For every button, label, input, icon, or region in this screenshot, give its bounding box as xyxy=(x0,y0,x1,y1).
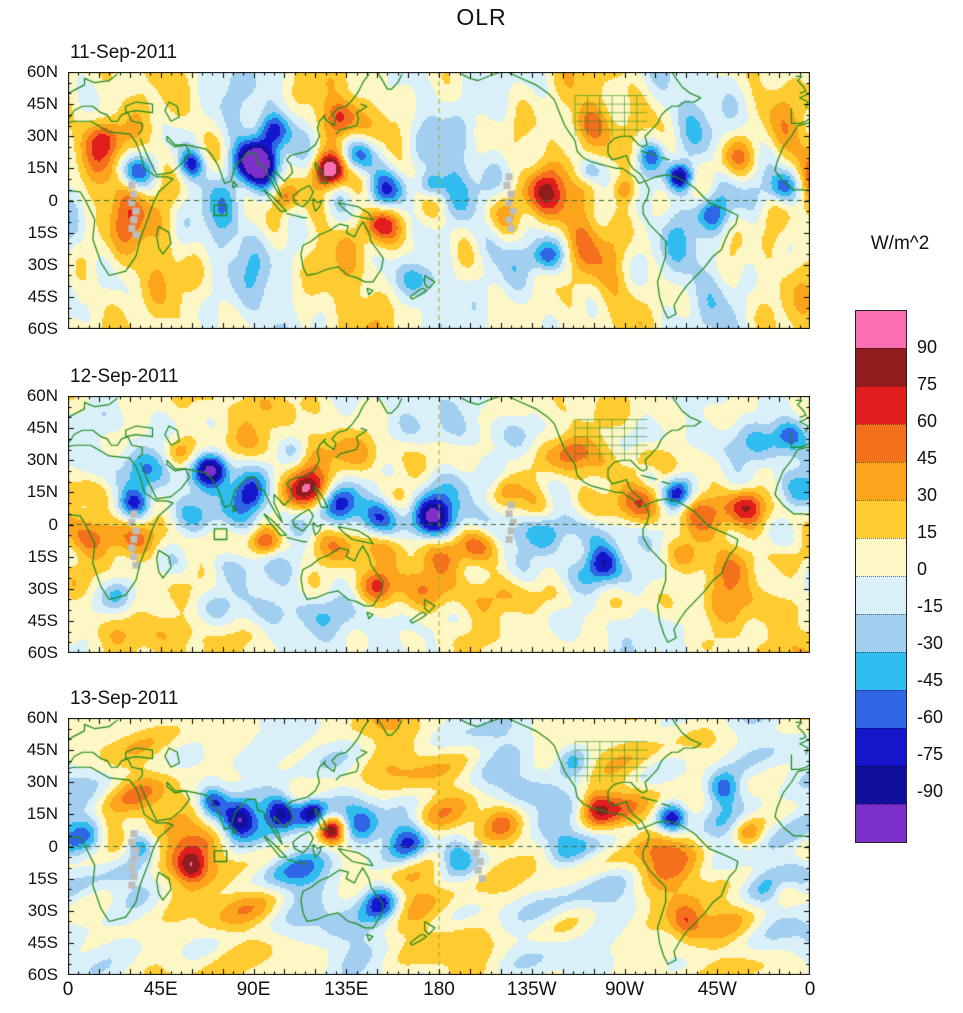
colorbar-tick-label: -90 xyxy=(917,781,944,801)
lat-tick-label: 0 xyxy=(48,514,58,534)
lat-tick-label: 15S xyxy=(27,546,58,566)
colorbar-tick-label: 30 xyxy=(917,485,938,505)
lat-tick-label: 0 xyxy=(48,190,58,210)
colorbar-units-label: W/m^2 xyxy=(870,233,930,254)
colorbar-cell xyxy=(856,728,906,766)
lat-tick-label: 15S xyxy=(27,868,58,888)
colorbar-cell xyxy=(856,311,906,348)
colorbar-cell xyxy=(856,804,906,842)
lon-tick-label: 45W xyxy=(697,979,737,1000)
lat-tick-label: 60S xyxy=(27,965,58,984)
colorbar-tick-label: 75 xyxy=(917,374,938,394)
colorbar-tick-label: 60 xyxy=(917,411,938,431)
lon-tick-label: 90W xyxy=(604,979,645,1000)
lat-tick-label: 30N xyxy=(26,126,58,146)
colorbar-cell xyxy=(856,652,906,690)
lat-axis-labels-1: 60N 45N 30N 15N 0 15S 30S 45S 60S xyxy=(0,62,62,338)
lat-tick-label: 45N xyxy=(26,418,58,438)
colorbar-tick-label: -60 xyxy=(917,707,944,727)
colorbar-tick-label: 15 xyxy=(917,522,938,542)
lat-tick-label: 30S xyxy=(27,578,58,598)
colorbar-cell xyxy=(856,576,906,614)
lat-axis-labels-3: 60N 45N 30N 15N 0 15S 30S 45S 60S xyxy=(0,708,62,984)
lat-tick-label: 60N xyxy=(26,62,58,81)
lat-tick-label: 30S xyxy=(27,900,58,920)
lon-tick-label: 135W xyxy=(506,979,557,1000)
lat-tick-label: 45N xyxy=(26,740,58,760)
colorbar-cell xyxy=(856,462,906,500)
lon-tick-label: 180 xyxy=(423,979,455,1000)
lat-tick-label: 0 xyxy=(48,836,58,856)
colorbar-tick-label: 0 xyxy=(917,559,928,579)
colorbar-cell xyxy=(856,766,906,804)
lon-tick-label: 0 xyxy=(804,979,816,1000)
panel-date-3: 13-Sep-2011 xyxy=(70,688,179,709)
map-panel-1: 11-Sep-2011 60N 45N 30N 15N 0 15S 30S 45S 60S xyxy=(0,40,830,338)
lat-tick-label: 60N xyxy=(26,708,58,727)
lat-tick-label: 30N xyxy=(26,450,58,470)
figure-title: OLR xyxy=(456,4,507,30)
lat-axis-labels-2: 60N 45N 30N 15N 0 15S 30S 45S 60S xyxy=(0,386,62,662)
lon-axis-labels: 0 45E 90E 135E 180 135W 90W 45W 0 xyxy=(63,979,816,1005)
colorbar-tick-label: -30 xyxy=(917,633,944,653)
colorbar-cell xyxy=(856,690,906,728)
map-canvas-2 xyxy=(68,396,810,653)
panel-date-2: 12-Sep-2011 xyxy=(70,366,179,387)
lat-tick-label: 60S xyxy=(27,319,58,338)
lat-tick-label: 15N xyxy=(26,482,58,502)
lat-tick-label: 45N xyxy=(26,94,58,114)
lon-tick-label: 0 xyxy=(62,979,74,1000)
colorbar: 90 75 60 45 30 15 0 -15 -30 -45 -60 -75 -90 xyxy=(855,310,963,843)
lat-tick-label: 30N xyxy=(26,772,58,792)
colorbar-cell xyxy=(856,348,906,386)
lon-tick-label: 90E xyxy=(236,979,271,1000)
colorbar-cell xyxy=(856,500,906,538)
panel-date-1: 11-Sep-2011 xyxy=(70,42,178,63)
lat-tick-label: 45S xyxy=(27,932,58,952)
map-canvas-3 xyxy=(68,718,810,975)
colorbar-cell xyxy=(856,538,906,576)
colorbar-tick-label: -45 xyxy=(917,670,944,690)
colorbar-cells xyxy=(855,310,907,843)
map-canvas-1 xyxy=(68,72,810,329)
lat-tick-label: 60N xyxy=(26,386,58,405)
lat-tick-label: 30S xyxy=(27,254,58,274)
lat-tick-label: 60S xyxy=(27,643,58,662)
lat-tick-label: 15S xyxy=(27,222,58,242)
map-panel-2: 12-Sep-2011 60N 45N 30N 15N 0 15S 30S 45S 60S xyxy=(0,364,830,662)
colorbar-tick-label: -15 xyxy=(917,596,944,616)
lat-tick-label: 15N xyxy=(26,804,58,824)
colorbar-cell xyxy=(856,614,906,652)
colorbar-cell xyxy=(856,386,906,424)
lat-tick-label: 15N xyxy=(26,158,58,178)
colorbar-cell xyxy=(856,424,906,462)
map-panel-3: 13-Sep-2011 60N 45N 30N 15N 0 15S 30S 45S 60S xyxy=(0,686,830,984)
lat-tick-label: 45S xyxy=(27,610,58,630)
colorbar-tick-label: 45 xyxy=(917,448,938,468)
colorbar-tick-label: -75 xyxy=(917,744,944,764)
lon-tick-label: 45E xyxy=(143,979,178,1000)
colorbar-tick-label: 90 xyxy=(917,337,938,357)
lon-tick-label: 135E xyxy=(324,979,369,1000)
lat-tick-label: 45S xyxy=(27,286,58,306)
